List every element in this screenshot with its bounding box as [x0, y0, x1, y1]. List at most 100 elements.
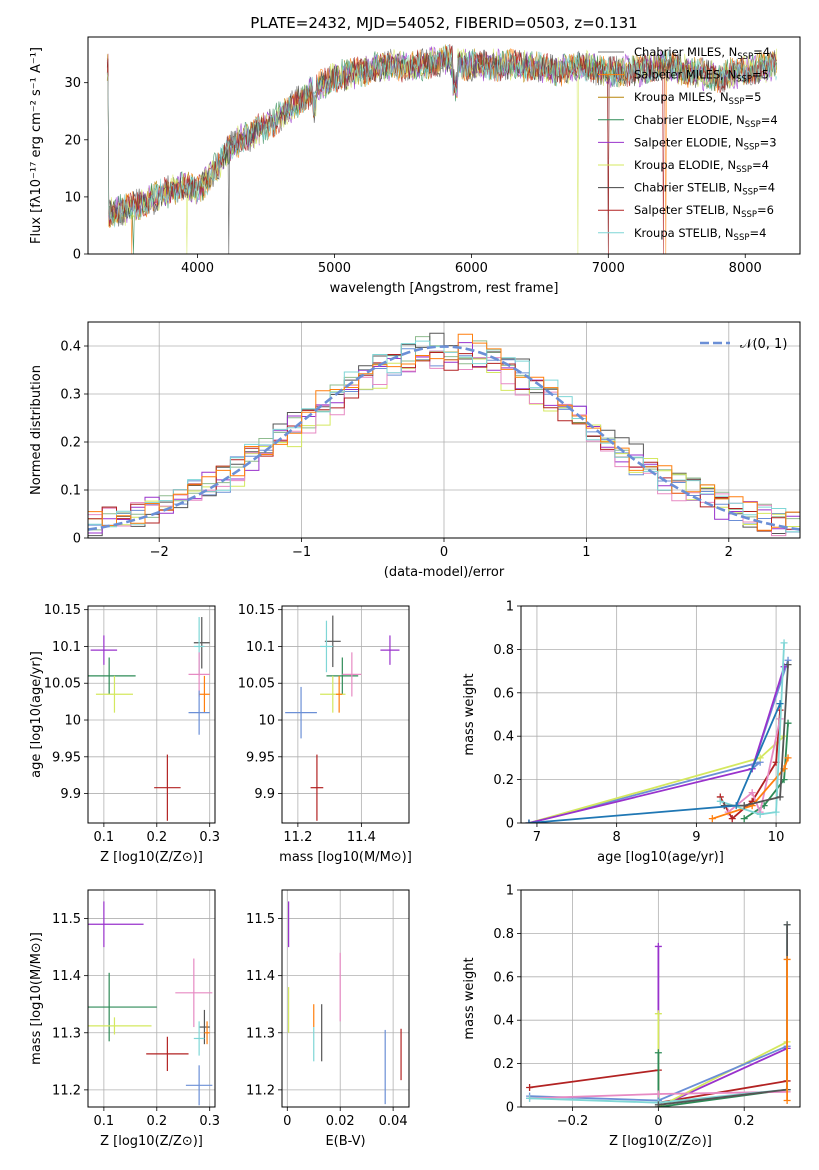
x-tick-label: 0.2: [146, 1114, 167, 1129]
y-tick-label: 1: [506, 884, 514, 899]
legend-suffix: =5: [752, 68, 769, 82]
y-tick-label: 10.05: [238, 677, 275, 692]
spectrum-line: [106, 44, 777, 228]
legend-subscript: SSP: [734, 233, 750, 243]
weight-marker: [526, 1094, 534, 1102]
legend-entry: Salpeter STELIB, NSSP=6: [634, 203, 774, 220]
plot-area: [285, 615, 400, 821]
y-tick-label: 0: [73, 532, 81, 547]
legend-suffix: =6: [757, 203, 774, 217]
y-tick-label: 9.9: [60, 787, 81, 802]
legend-label: Chabrier MILES, N: [634, 45, 737, 59]
y-tick-label: 11.3: [52, 1026, 81, 1041]
x-tick-label: 0: [440, 545, 448, 560]
y-tick-label: 11.4: [246, 969, 275, 984]
y-tick-label: 10.1: [246, 640, 275, 655]
weight-marker: [526, 1083, 534, 1091]
weight-marker: [654, 1090, 662, 1098]
y-tick-label: 0.3: [60, 388, 81, 403]
legend-entry: Salpeter MILES, NSSP=5: [634, 68, 769, 85]
y-tick-label: 10.05: [44, 677, 81, 692]
x-tick-label: 0: [654, 1114, 662, 1129]
plot-area: [88, 617, 210, 821]
legend-label: Kroupa ELODIE, N: [634, 158, 736, 172]
age-vs-mass-chart: 11.2 11.4 9.9 9.95 10 10.05 10.1 10.15 mass [log…: [238, 603, 412, 865]
y-tick-label: 0.2: [60, 436, 81, 451]
x-tick-label: 8000: [729, 261, 762, 276]
weight-marker: [728, 815, 736, 823]
mass-vs-metallicity-chart: 0.1 0.2 0.3 11.2 11.3 11.4 11.5 Z [log10(Z/Z⊙)]…: [29, 889, 220, 1149]
weight-marker: [654, 942, 662, 950]
y-axis-label: Normed distribution: [29, 365, 44, 495]
legend-entry: Chabrier STELIB, NSSP=4: [634, 181, 775, 198]
x-tick-label: −1: [292, 545, 311, 560]
x-tick-label: 11.2: [283, 830, 312, 845]
x-tick-label: 6000: [455, 261, 488, 276]
plot-area: [525, 639, 792, 823]
y-tick-label: 0: [506, 1101, 514, 1116]
weight-marker: [525, 819, 533, 823]
y-tick-label: 20: [64, 133, 81, 148]
legend-suffix: =5: [744, 90, 761, 104]
x-axis-label: Z [log10(Z/Z⊙)]: [100, 1134, 203, 1149]
weight-marker: [783, 921, 791, 929]
weight-marker: [654, 1010, 662, 1018]
x-tick-label: 0.02: [326, 1114, 355, 1129]
x-tick-label: 0.2: [146, 830, 167, 845]
y-tick-label: 11.5: [246, 912, 275, 927]
axes-frame: [87, 605, 216, 824]
x-tick-label: 0.3: [199, 1114, 220, 1129]
axes-frame: [520, 889, 801, 1108]
legend-subscript: SSP: [745, 120, 761, 130]
weight-line: [720, 642, 785, 816]
legend-subscript: SSP: [741, 210, 757, 220]
y-tick-label: 9.95: [246, 750, 275, 765]
x-tick-label: 8: [613, 830, 621, 845]
y-tick-label: 11.2: [52, 1083, 81, 1098]
y-tick-label: 9.95: [52, 750, 81, 765]
y-tick-label: 0.8: [493, 927, 514, 942]
x-tick-label: 11.4: [347, 830, 376, 845]
y-tick-label: 0.4: [493, 1014, 514, 1029]
plot-area: [106, 44, 777, 254]
x-axis-label: E(B-V): [325, 1134, 365, 1149]
age-vs-metallicity-chart: 0.1 0.2 0.3 9.9 9.95 10 10.05 10.1 10.15 Z [log10…: [29, 603, 220, 865]
x-tick-label: 2: [725, 545, 733, 560]
weight-marker: [654, 1049, 662, 1057]
axes-frame: [281, 889, 410, 1108]
weight-vs-metallicity-chart: −0.2 0 0.2 0 0.2 0.4 0.6 0.8 1 Z [log10(Z/Z⊙)] mas…: [462, 884, 801, 1149]
weight-marker: [784, 661, 792, 669]
y-tick-label: 0.8: [493, 643, 514, 658]
legend-label: Salpeter ELODIE, N: [634, 135, 744, 149]
legend-subscript: SSP: [736, 75, 752, 85]
y-axis-label: mass weight: [462, 673, 477, 755]
y-axis-label: mass weight: [462, 957, 477, 1039]
weight-marker: [654, 1101, 662, 1107]
axes-frame: [87, 889, 216, 1108]
y-tick-label: 0.2: [493, 1057, 514, 1072]
y-tick-label: 0.2: [493, 773, 514, 788]
weight-marker: [776, 700, 784, 708]
x-tick-label: −2: [150, 545, 169, 560]
y-tick-label: 10.1: [52, 640, 81, 655]
y-tick-label: 10.15: [238, 603, 275, 618]
y-tick-label: 11.4: [52, 969, 81, 984]
histogram-series: [88, 332, 800, 537]
legend-entry: Kroupa STELIB, NSSP=4: [634, 226, 766, 243]
weight-marker: [772, 808, 780, 816]
legend-label: Salpeter MILES, N: [634, 68, 736, 82]
legend-label: Salpeter STELIB, N: [634, 203, 741, 217]
y-tick-label: 0.6: [493, 686, 514, 701]
weight-marker: [748, 789, 756, 797]
plot-area: [288, 901, 402, 1105]
legend-subscript: SSP: [744, 142, 760, 152]
legend-entry: Kroupa MILES, NSSP=5: [634, 90, 761, 107]
weight-marker: [716, 797, 724, 805]
y-axis-label: mass [log10(M/M⊙)]: [29, 932, 44, 1065]
x-axis-label: Z [log10(Z/Z⊙)]: [100, 850, 203, 865]
x-tick-label: 0.2: [734, 1114, 755, 1129]
legend-label: Chabrier ELODIE, N: [634, 113, 745, 127]
x-tick-label: 0.3: [199, 830, 220, 845]
weight-marker: [776, 793, 784, 801]
